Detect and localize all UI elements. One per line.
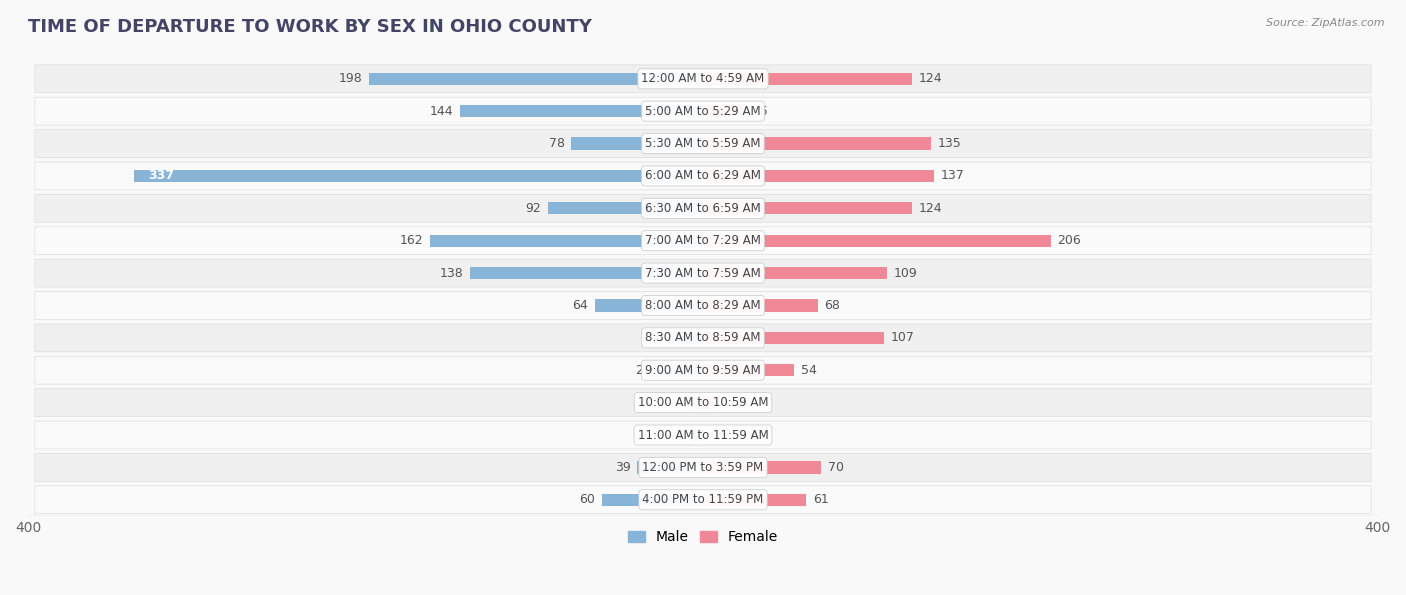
Text: 61: 61	[813, 493, 828, 506]
FancyBboxPatch shape	[35, 259, 1371, 287]
FancyBboxPatch shape	[35, 195, 1371, 223]
Text: 4:00 PM to 11:59 PM: 4:00 PM to 11:59 PM	[643, 493, 763, 506]
Bar	[703, 494, 806, 506]
Text: 78: 78	[548, 137, 565, 150]
FancyBboxPatch shape	[35, 162, 1371, 190]
Bar	[703, 202, 912, 214]
Bar	[693, 396, 703, 409]
FancyBboxPatch shape	[35, 486, 1371, 513]
Text: 6:00 AM to 6:29 AM: 6:00 AM to 6:29 AM	[645, 170, 761, 183]
Text: 124: 124	[920, 202, 942, 215]
Text: 12:00 PM to 3:59 PM: 12:00 PM to 3:59 PM	[643, 461, 763, 474]
Text: 25: 25	[752, 105, 768, 118]
Text: TIME OF DEPARTURE TO WORK BY SEX IN OHIO COUNTY: TIME OF DEPARTURE TO WORK BY SEX IN OHIO…	[28, 18, 592, 36]
Text: 198: 198	[339, 72, 363, 85]
Text: 6: 6	[678, 396, 686, 409]
Text: 39: 39	[614, 461, 630, 474]
Text: 68: 68	[824, 299, 841, 312]
Bar	[595, 299, 703, 312]
Bar	[548, 202, 703, 214]
Text: 162: 162	[399, 234, 423, 247]
Text: 12:00 AM to 4:59 AM: 12:00 AM to 4:59 AM	[641, 72, 765, 85]
Text: 6:30 AM to 6:59 AM: 6:30 AM to 6:59 AM	[645, 202, 761, 215]
FancyBboxPatch shape	[35, 389, 1371, 416]
Bar	[703, 73, 912, 85]
Text: 8: 8	[723, 396, 731, 409]
Bar	[692, 429, 703, 441]
Bar	[703, 267, 887, 279]
Text: 7:00 AM to 7:29 AM: 7:00 AM to 7:29 AM	[645, 234, 761, 247]
Bar	[703, 299, 818, 312]
FancyBboxPatch shape	[35, 97, 1371, 125]
Text: 54: 54	[801, 364, 817, 377]
Bar	[703, 396, 717, 409]
Bar	[637, 461, 703, 474]
Text: 144: 144	[430, 105, 453, 118]
Text: 9:00 AM to 9:59 AM: 9:00 AM to 9:59 AM	[645, 364, 761, 377]
Bar	[703, 105, 745, 117]
Bar	[460, 105, 703, 117]
FancyBboxPatch shape	[35, 324, 1371, 352]
Text: 5:00 AM to 5:29 AM: 5:00 AM to 5:29 AM	[645, 105, 761, 118]
FancyBboxPatch shape	[35, 356, 1371, 384]
Bar	[430, 234, 703, 247]
FancyBboxPatch shape	[35, 292, 1371, 320]
FancyBboxPatch shape	[35, 453, 1371, 481]
Bar	[368, 73, 703, 85]
Bar	[668, 331, 703, 344]
Text: 107: 107	[890, 331, 914, 345]
Bar	[703, 461, 821, 474]
Text: 10:00 AM to 10:59 AM: 10:00 AM to 10:59 AM	[638, 396, 768, 409]
Bar	[703, 137, 931, 150]
Bar	[571, 137, 703, 150]
Text: 8:00 AM to 8:29 AM: 8:00 AM to 8:29 AM	[645, 299, 761, 312]
Text: 0: 0	[710, 428, 717, 441]
Text: 337: 337	[148, 170, 174, 183]
Text: 206: 206	[1057, 234, 1081, 247]
Bar	[470, 267, 703, 279]
Text: 11:00 AM to 11:59 AM: 11:00 AM to 11:59 AM	[638, 428, 768, 441]
FancyBboxPatch shape	[35, 227, 1371, 255]
Bar	[135, 170, 703, 182]
Text: 8:30 AM to 8:59 AM: 8:30 AM to 8:59 AM	[645, 331, 761, 345]
FancyBboxPatch shape	[35, 130, 1371, 158]
Bar	[703, 331, 883, 344]
Text: 7:30 AM to 7:59 AM: 7:30 AM to 7:59 AM	[645, 267, 761, 280]
Text: 92: 92	[526, 202, 541, 215]
Legend: Male, Female: Male, Female	[623, 525, 783, 550]
Bar	[658, 364, 703, 377]
FancyBboxPatch shape	[35, 421, 1371, 449]
Bar	[703, 234, 1050, 247]
Text: 135: 135	[938, 137, 962, 150]
Text: 64: 64	[572, 299, 588, 312]
Text: 21: 21	[645, 331, 661, 345]
Text: 7: 7	[676, 428, 685, 441]
Text: 137: 137	[941, 170, 965, 183]
Text: 60: 60	[579, 493, 595, 506]
Text: 5:30 AM to 5:59 AM: 5:30 AM to 5:59 AM	[645, 137, 761, 150]
Text: 109: 109	[894, 267, 917, 280]
Text: 124: 124	[920, 72, 942, 85]
Text: 27: 27	[636, 364, 651, 377]
Bar	[602, 494, 703, 506]
Bar	[703, 170, 934, 182]
FancyBboxPatch shape	[35, 65, 1371, 93]
Text: 70: 70	[828, 461, 844, 474]
Bar	[703, 364, 794, 377]
Text: Source: ZipAtlas.com: Source: ZipAtlas.com	[1267, 18, 1385, 28]
Text: 138: 138	[440, 267, 464, 280]
